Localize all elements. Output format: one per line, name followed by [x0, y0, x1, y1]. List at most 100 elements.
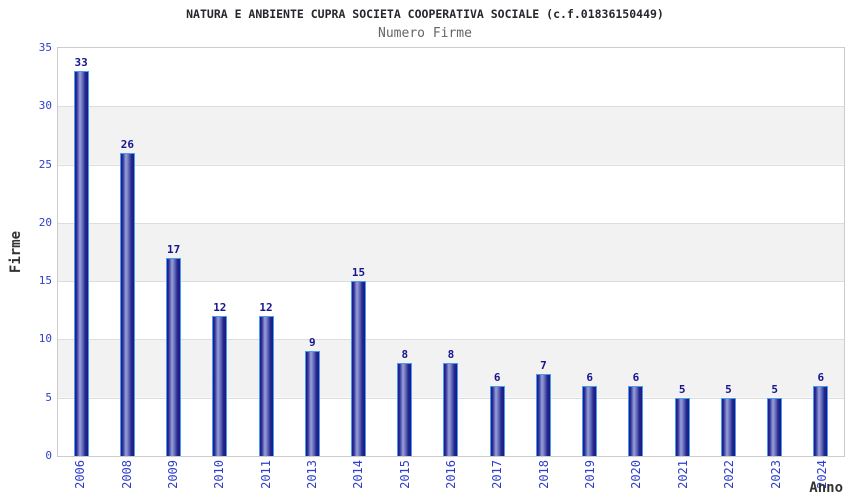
x-tick-cell: 2009 [150, 460, 196, 498]
bars-container: 33 26 17 12 12 9 15 8 8 6 7 6 6 5 5 5 6 [58, 48, 844, 456]
bar [119, 152, 135, 456]
x-tick-label: 2019 [583, 460, 598, 489]
bar-value-label: 7 [540, 359, 547, 373]
x-tick-label: 2013 [304, 460, 319, 489]
bar-value-label: 6 [493, 371, 501, 385]
gridline [58, 281, 844, 283]
x-tick-cell: 2018 [521, 460, 567, 498]
x-tick-cell: 2020 [613, 460, 659, 498]
x-axis-title: Anno [809, 480, 843, 496]
bar [212, 316, 228, 456]
x-tick-cell: 2011 [242, 460, 288, 498]
bar-value-label: 17 [166, 242, 181, 256]
x-tick-label: 2011 [258, 460, 273, 489]
bar-group: 5 [752, 48, 798, 456]
y-tick-label: 25 [38, 157, 52, 171]
gridline [58, 106, 844, 108]
bar-group: 6 [567, 48, 613, 456]
x-tick-label: 2021 [675, 460, 690, 489]
x-tick-cell: 2006 [57, 460, 103, 498]
bar-value-label: 8 [447, 347, 455, 361]
bar-value-label: 15 [351, 266, 366, 280]
x-tick-cell: 2014 [335, 460, 381, 498]
bar-value-label: 6 [632, 371, 640, 385]
bar-group: 8 [382, 48, 428, 456]
bar-group: 6 [474, 48, 520, 456]
bar-group: 6 [798, 48, 844, 456]
y-tick-label: 10 [38, 332, 52, 346]
bar [166, 257, 182, 456]
bar [73, 71, 89, 456]
bar-group: 17 [150, 48, 196, 456]
bar [443, 362, 459, 456]
bar [720, 397, 736, 456]
x-tick-label: 2023 [768, 460, 783, 489]
bar-group: 12 [197, 48, 243, 456]
bar-group: 5 [659, 48, 705, 456]
bar-group: 12 [243, 48, 289, 456]
chart-subtitle: Numero Firme [378, 26, 472, 41]
bar-value-label: 5 [725, 382, 732, 396]
bar [258, 316, 274, 456]
bar [489, 386, 505, 456]
y-tick-label: 15 [38, 274, 52, 288]
gridline [58, 164, 844, 166]
x-tick-label: 2020 [629, 460, 644, 489]
bar-value-label: 5 [678, 382, 686, 396]
bar [397, 362, 413, 456]
gridline [58, 222, 844, 224]
bar-group: 9 [289, 48, 335, 456]
x-tick-label: 2010 [212, 460, 227, 489]
bar-value-label: 6 [586, 371, 593, 385]
y-tick-label: 35 [38, 41, 52, 54]
bar-value-label: 6 [817, 371, 825, 385]
x-tick-label: 2022 [722, 460, 737, 489]
x-tick-cell: 2013 [289, 460, 335, 498]
bar-group: 15 [335, 48, 381, 456]
bar-group: 33 [58, 48, 104, 456]
x-tick-cell: 2016 [428, 460, 474, 498]
bar-group: 8 [428, 48, 474, 456]
x-tick-label: 2015 [397, 460, 412, 489]
bar-value-label: 9 [308, 336, 316, 350]
bar-value-label: 12 [259, 301, 273, 315]
x-tick-cell: 2008 [103, 460, 149, 498]
bar [535, 374, 551, 456]
bar-group: 26 [104, 48, 150, 456]
bar-group: 7 [520, 48, 566, 456]
x-tick-label: 2016 [444, 460, 459, 489]
x-tick-cell: 2010 [196, 460, 242, 498]
y-tick-label: 30 [38, 99, 52, 113]
bar-value-label: 5 [771, 382, 778, 396]
y-tick-label: 5 [45, 390, 52, 404]
bar-value-label: 33 [74, 56, 88, 70]
bar-value-label: 12 [213, 301, 227, 315]
y-axis-title: Firme [8, 230, 24, 274]
x-tick-label: 2014 [351, 460, 366, 489]
y-tick-label: 0 [45, 449, 52, 462]
x-tick-cell: 2017 [474, 460, 520, 498]
x-tick-label: 2008 [119, 460, 134, 489]
chart-title: NATURA E ANBIENTE CUPRA SOCIETA COOPERAT… [186, 7, 664, 21]
gridline [58, 339, 844, 341]
x-tick-cell: 2015 [382, 460, 428, 498]
x-tick-label: 2009 [165, 460, 180, 489]
bar-group: 6 [613, 48, 659, 456]
x-tick-cell: 2021 [660, 460, 706, 498]
bar [674, 397, 690, 456]
x-tick-cell: 2022 [706, 460, 752, 498]
bar [582, 386, 598, 456]
bar-group: 5 [705, 48, 751, 456]
x-axis-ticks: 2006 2008 2009 2010 2011 2013 2014 2015 2016 2017… [57, 460, 845, 498]
x-tick-cell: 2023 [752, 460, 798, 498]
bar [304, 351, 320, 456]
bar-value-label: 26 [120, 137, 134, 151]
x-tick-label: 2006 [73, 460, 88, 489]
x-tick-label: 2018 [536, 460, 551, 489]
bar [813, 386, 829, 456]
bar [628, 386, 644, 456]
bar-value-label: 8 [401, 347, 409, 361]
plot-area: 33 26 17 12 12 9 15 8 8 6 7 6 6 5 5 5 6 [57, 47, 845, 457]
bar [767, 397, 783, 456]
